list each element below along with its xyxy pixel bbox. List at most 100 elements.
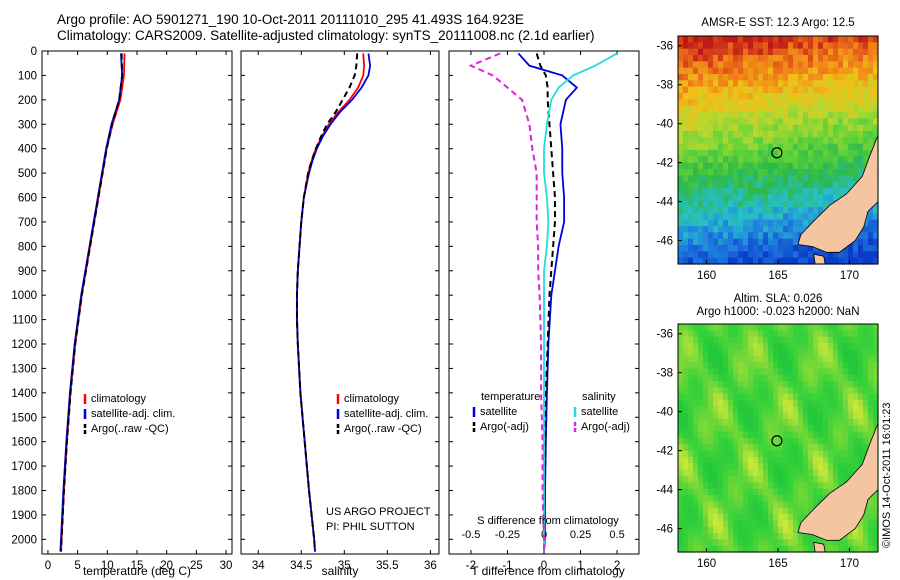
difference-x-ticks: -2 -1 0 1 2 [449, 50, 639, 572]
map-cell [858, 99, 864, 107]
map-cell [723, 55, 729, 62]
map-cell [718, 105, 724, 113]
map-cell [763, 175, 769, 183]
salinity-panel: 34 34.5 35 35.5 36 climatologysatellite-adj.… [240, 50, 440, 578]
map-cell [758, 232, 764, 240]
map-cell [703, 539, 709, 547]
map-cell [683, 67, 689, 75]
map-cell [778, 520, 784, 528]
map-cell [868, 501, 874, 509]
map-cell [748, 482, 754, 490]
map-cell [793, 425, 799, 433]
map-cell [713, 463, 719, 471]
map-cell [798, 374, 804, 382]
map-cell [783, 188, 789, 195]
map-cell [733, 349, 739, 357]
map-y-tick-label: -38 [656, 80, 673, 92]
map-cell [708, 219, 714, 227]
map-cell [688, 393, 694, 401]
map-cell [733, 257, 739, 265]
map-cell [833, 362, 839, 369]
map-cell [733, 368, 739, 376]
map-cell [728, 232, 734, 240]
map-cell [783, 349, 789, 357]
map-cell [753, 86, 759, 94]
map-cell [733, 93, 739, 100]
map-cell [838, 545, 844, 553]
map-cell [828, 74, 834, 81]
map-cell [718, 194, 724, 202]
map-cell [788, 381, 794, 388]
map-cell [778, 74, 784, 81]
map-cell [713, 150, 719, 157]
map-cell [678, 482, 684, 490]
map-cell [778, 343, 784, 350]
map-cell [843, 124, 849, 132]
map-cell [698, 245, 704, 252]
map-cell [873, 67, 879, 75]
map-cell [713, 112, 719, 119]
map-cell [853, 438, 859, 445]
map-cell [693, 501, 699, 509]
map-cell [768, 514, 774, 521]
map-cell [803, 200, 809, 208]
map-cell [848, 469, 854, 477]
map-cell [828, 86, 834, 94]
map-cell [763, 226, 769, 233]
map-cell [748, 118, 754, 126]
map-cell [848, 539, 854, 547]
map-cell [743, 469, 749, 477]
map-cell [853, 105, 859, 113]
map-cell [748, 131, 754, 138]
map-cell [873, 124, 879, 132]
map-cell [723, 42, 729, 50]
map-cell [843, 425, 849, 433]
map-cell [803, 181, 809, 189]
map-cell [823, 200, 829, 208]
map-cell [838, 400, 844, 407]
map-cell [698, 150, 704, 157]
map-cell [823, 105, 829, 113]
map-cell [763, 336, 769, 344]
map-cell [828, 257, 834, 265]
map-cell [808, 213, 814, 221]
map-cell [718, 251, 724, 259]
map-cell [718, 400, 724, 407]
map-cell [733, 131, 739, 138]
map-cell [738, 181, 744, 189]
map-cell [728, 545, 734, 553]
map-cell [693, 419, 699, 426]
map-cell [858, 343, 864, 350]
map-cell [678, 156, 684, 164]
map-cell [788, 99, 794, 107]
map-cell [818, 406, 824, 414]
map-cell [688, 61, 694, 69]
map-cell [713, 431, 719, 439]
map-cell [818, 112, 824, 119]
map-cell [798, 181, 804, 189]
map-cell [793, 169, 799, 176]
map-cell [863, 74, 869, 81]
map-cell [773, 336, 779, 344]
map-cell [758, 48, 764, 56]
map-cell [683, 368, 689, 376]
map-cell [798, 444, 804, 452]
map-cell [733, 105, 739, 113]
map-cell [828, 355, 834, 363]
map-cell [763, 343, 769, 350]
map-cell [758, 194, 764, 202]
legend-label: climatology [344, 393, 400, 405]
map-cell [818, 105, 824, 113]
map-cell [708, 143, 714, 151]
map-cell [733, 533, 739, 540]
map-cell [753, 124, 759, 132]
map-cell [678, 387, 684, 395]
map-y-tick-label: -38 [656, 368, 673, 380]
map-cell [843, 469, 849, 477]
map-cell [708, 387, 714, 395]
map-cell [713, 194, 719, 202]
map-cell [733, 539, 739, 547]
map-cell [743, 232, 749, 240]
depth-tick-label: 300 [18, 119, 37, 131]
map-cell [708, 412, 714, 420]
